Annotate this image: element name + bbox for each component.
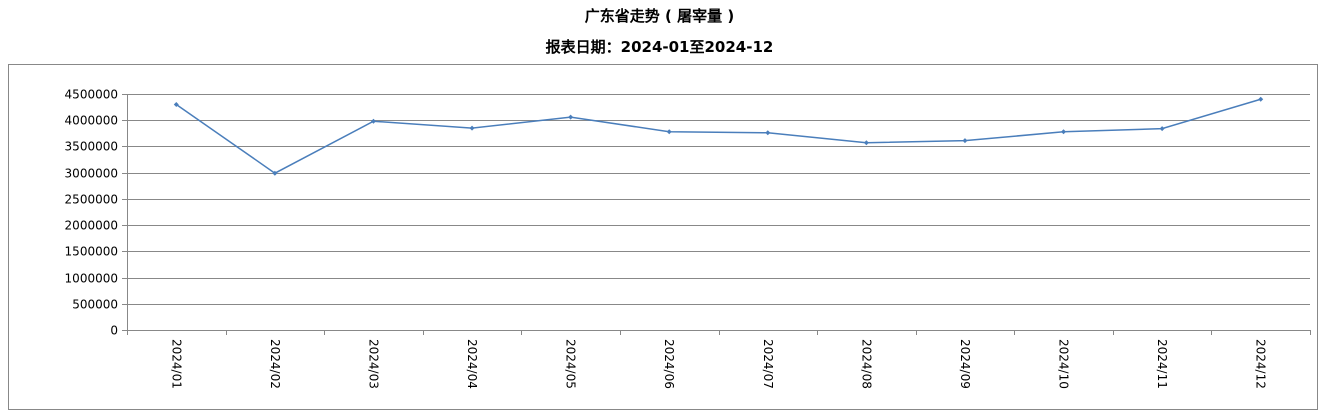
data-point — [1061, 129, 1067, 135]
data-point — [272, 170, 278, 176]
y-tick-label: 3500000 — [65, 140, 118, 154]
y-tick-label: 1500000 — [65, 245, 118, 259]
x-tick-label: 2024/08 — [859, 339, 873, 389]
x-tick-label: 2024/07 — [761, 339, 775, 389]
chart-subtitle: 报表日期：2024-01至2024-12 — [545, 38, 774, 56]
x-tick-label: 2024/10 — [1057, 339, 1071, 389]
x-tick-label: 2024/06 — [662, 339, 676, 389]
x-tick-label: 2024/11 — [1155, 339, 1169, 389]
data-point — [1159, 126, 1165, 132]
y-tick-label: 2000000 — [65, 219, 118, 233]
data-point — [469, 125, 475, 131]
data-point — [863, 140, 869, 146]
data-point — [666, 129, 672, 135]
data-point — [173, 101, 179, 107]
y-tick-label: 0 — [110, 324, 118, 338]
x-tick-label: 2024/04 — [465, 339, 479, 389]
x-tick-label: 2024/03 — [366, 339, 380, 389]
data-point — [962, 138, 968, 144]
x-tick-label: 2024/01 — [169, 339, 183, 389]
data-point — [568, 114, 574, 120]
x-tick-label: 2024/05 — [564, 339, 578, 389]
chart-title: 广东省走势 ( 屠宰量 ) — [584, 7, 735, 25]
series-line — [175, 98, 1261, 175]
y-tick-label: 2500000 — [65, 193, 118, 207]
x-tick-label: 2024/02 — [268, 339, 282, 389]
y-tick-label: 3000000 — [65, 167, 118, 181]
y-tick-label: 500000 — [72, 298, 118, 312]
y-tick-label: 1000000 — [65, 272, 118, 286]
x-tick-label: 2024/09 — [958, 339, 972, 389]
data-point — [1258, 96, 1264, 102]
chart-border — [8, 64, 1318, 410]
data-point — [765, 130, 771, 136]
x-tick-label: 2024/12 — [1254, 339, 1268, 389]
y-tick-label: 4000000 — [65, 114, 118, 128]
y-tick-label: 4500000 — [65, 88, 118, 102]
data-point — [370, 118, 376, 124]
